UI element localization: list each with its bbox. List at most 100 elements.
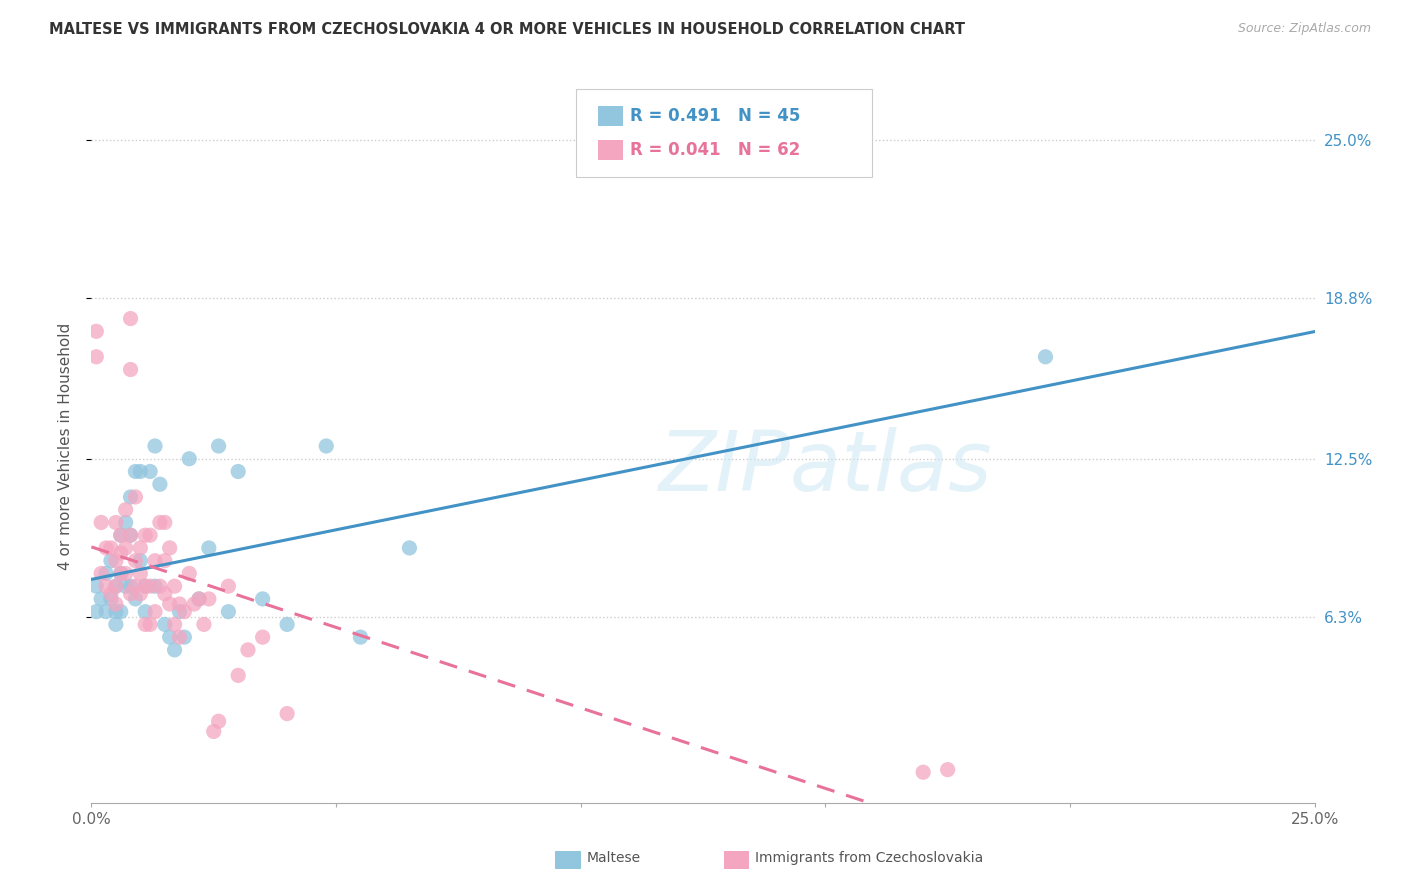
Point (153, 617, 176, 632)
Point (143, 554, 166, 568)
Point (104, 579, 127, 593)
Point (207, 714, 229, 729)
Point (120, 579, 142, 593)
Point (159, 630, 181, 644)
Point (183, 597, 205, 611)
Point (163, 579, 186, 593)
Point (134, 579, 156, 593)
Point (120, 490, 142, 504)
Point (226, 465, 249, 479)
Point (236, 643, 259, 657)
Point (124, 490, 146, 504)
Point (163, 643, 186, 657)
Point (110, 566, 132, 581)
Point (198, 591, 221, 606)
Point (207, 439, 229, 453)
Point (110, 566, 132, 581)
Text: ZIPatlas: ZIPatlas (658, 427, 993, 508)
Point (134, 528, 156, 542)
Point (188, 591, 211, 606)
Point (252, 591, 274, 606)
Point (276, 706, 298, 721)
Point (114, 579, 136, 593)
Point (94, 605, 117, 619)
Point (149, 516, 172, 530)
Point (188, 591, 211, 606)
Point (110, 605, 132, 619)
Point (129, 541, 152, 555)
Point (84, 605, 107, 619)
Point (139, 465, 162, 479)
Point (315, 439, 337, 453)
Text: R = 0.491   N = 45: R = 0.491 N = 45 (630, 107, 800, 125)
Point (159, 597, 181, 611)
Point (120, 528, 142, 542)
Point (124, 554, 146, 568)
Point (129, 465, 152, 479)
Point (90, 516, 112, 530)
Point (100, 541, 122, 555)
Point (252, 630, 274, 644)
Point (173, 605, 195, 619)
Point (153, 516, 176, 530)
Point (193, 617, 215, 632)
Point (169, 597, 191, 611)
Text: MALTESE VS IMMIGRANTS FROM CZECHOSLOVAKIA 4 OR MORE VEHICLES IN HOUSEHOLD CORREL: MALTESE VS IMMIGRANTS FROM CZECHOSLOVAKI… (49, 22, 965, 37)
Text: Source: ZipAtlas.com: Source: ZipAtlas.com (1237, 22, 1371, 36)
Point (163, 617, 186, 632)
Point (124, 591, 146, 606)
Point (104, 597, 127, 611)
Point (169, 630, 191, 644)
Point (100, 554, 122, 568)
Point (139, 579, 162, 593)
Point (104, 516, 127, 530)
Point (84, 579, 107, 593)
Point (84, 324, 107, 338)
Point (84, 350, 107, 364)
Point (120, 362, 142, 376)
Point (217, 579, 239, 593)
Point (90, 591, 112, 606)
Point (104, 579, 127, 593)
Point (153, 554, 176, 568)
Point (149, 579, 172, 593)
Point (114, 541, 136, 555)
Text: R = 0.041   N = 62: R = 0.041 N = 62 (630, 141, 800, 159)
Point (120, 311, 142, 326)
Point (276, 617, 298, 632)
Point (202, 724, 225, 739)
Point (143, 605, 166, 619)
Point (120, 587, 142, 601)
Point (398, 541, 420, 555)
Point (124, 579, 146, 593)
Text: Maltese: Maltese (586, 851, 640, 865)
Point (134, 579, 156, 593)
Point (90, 566, 112, 581)
Point (94, 541, 117, 555)
Point (114, 516, 136, 530)
Point (114, 502, 136, 516)
Point (129, 566, 152, 581)
Point (110, 528, 132, 542)
Point (143, 439, 166, 453)
Point (100, 587, 122, 601)
Point (1035, 350, 1057, 364)
Point (912, 765, 935, 780)
Point (129, 587, 152, 601)
Point (226, 668, 249, 682)
Text: Immigrants from Czechoslovakia: Immigrants from Czechoslovakia (755, 851, 983, 865)
Point (143, 579, 166, 593)
Point (114, 566, 136, 581)
Point (110, 528, 132, 542)
Point (104, 605, 127, 619)
Point (134, 617, 156, 632)
Point (349, 630, 371, 644)
Point (139, 617, 162, 632)
Point (129, 554, 152, 568)
Point (94, 566, 117, 581)
Point (110, 546, 132, 560)
Point (217, 605, 239, 619)
Point (179, 451, 201, 466)
Point (173, 630, 195, 644)
Point (120, 528, 142, 542)
